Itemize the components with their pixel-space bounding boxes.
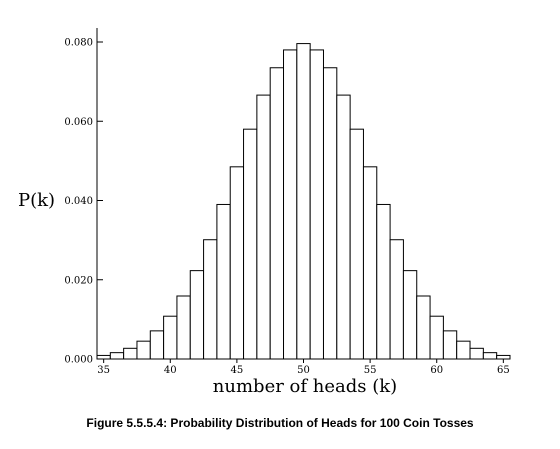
x-tick-label: 35	[97, 365, 110, 376]
bar-k-37	[123, 347, 138, 360]
x-ticks: 35 40 45 50 55 60 65	[97, 359, 510, 376]
bar-k-45	[229, 166, 245, 360]
bar-k-35	[96, 354, 111, 360]
bar-k-57	[389, 239, 404, 360]
bar-k-54	[349, 128, 364, 360]
x-axis-label: number of heads (k)	[213, 376, 397, 397]
chart: 0.000 0.020 0.040 0.060 0.080 35 40 45 50 55 60 65…	[18, 28, 511, 397]
y-tick-label: 0.000	[64, 355, 93, 366]
bar-k-51	[309, 49, 324, 360]
bar-k-56	[376, 203, 391, 360]
bar-k-61	[442, 330, 458, 360]
bar-k-55	[362, 166, 378, 360]
y-axis-label: P(k)	[18, 190, 55, 211]
bar-k-64	[482, 352, 498, 360]
x-tick-label: 65	[497, 365, 510, 376]
y-tick-label: 0.080	[64, 38, 93, 49]
x-tick-label: 50	[297, 365, 310, 376]
y-tick-label: 0.060	[64, 117, 93, 128]
x-tick-label: 55	[364, 365, 377, 376]
bar-k-60	[429, 315, 444, 360]
bar-k-40	[163, 315, 178, 360]
bar-k-49	[283, 49, 298, 360]
bars	[96, 43, 511, 360]
bar-k-63	[469, 347, 484, 360]
x-tick-label: 60	[430, 365, 443, 376]
bar-k-62	[456, 340, 471, 360]
y-tick-label: 0.020	[64, 275, 93, 286]
bar-k-48	[269, 67, 285, 360]
bar-k-47	[256, 94, 271, 360]
bar-k-46	[243, 128, 258, 360]
bar-k-38	[136, 340, 151, 360]
bar-k-42	[189, 270, 205, 360]
bar-k-65	[496, 354, 511, 360]
x-tick-label: 40	[164, 365, 177, 376]
figure-caption: Figure 5.5.5.4: Probability Distribution…	[86, 416, 474, 430]
bar-k-44	[216, 203, 231, 360]
bar-k-59	[416, 295, 431, 360]
bar-k-36	[109, 352, 125, 360]
bar-k-50	[296, 43, 311, 360]
bar-k-43	[203, 239, 218, 360]
y-tick-label: 0.040	[64, 196, 93, 207]
bar-k-58	[402, 270, 418, 360]
bar-k-53	[336, 94, 351, 360]
bar-k-39	[149, 330, 165, 360]
x-tick-label: 45	[231, 365, 244, 376]
y-ticks: 0.000 0.020 0.040 0.060 0.080	[64, 38, 103, 366]
bar-k-41	[176, 295, 191, 360]
bar-k-52	[322, 67, 338, 360]
